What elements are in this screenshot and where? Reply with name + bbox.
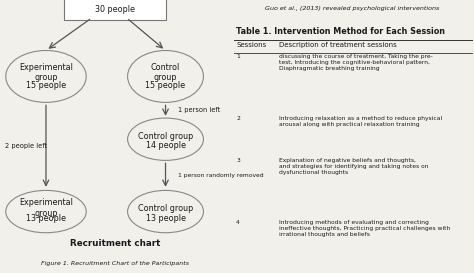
Text: Figure 1. Recruitment Chart of the Participants: Figure 1. Recruitment Chart of the Parti… — [41, 261, 189, 266]
Text: 1 person randomly removed: 1 person randomly removed — [178, 173, 264, 178]
Text: Experimental
group: Experimental group — [19, 198, 73, 218]
Text: Explanation of negative beliefs and thoughts,
and strategies for identifying and: Explanation of negative beliefs and thou… — [279, 158, 428, 175]
Text: Introducing methods of evaluating and correcting
ineffective thoughts, Practicin: Introducing methods of evaluating and co… — [279, 220, 450, 237]
Text: Introducing relaxation as a method to reduce physical
arousal along with practic: Introducing relaxation as a method to re… — [279, 116, 442, 127]
Text: 14 people: 14 people — [146, 141, 185, 150]
Text: Description of treatment sessions: Description of treatment sessions — [279, 42, 396, 48]
Text: 13 people: 13 people — [146, 215, 185, 223]
Ellipse shape — [128, 51, 203, 102]
Text: 15 people: 15 people — [146, 82, 186, 90]
Text: 13 people: 13 people — [26, 215, 66, 223]
Text: Table 1. Intervention Method for Each Session: Table 1. Intervention Method for Each Se… — [236, 27, 445, 36]
Ellipse shape — [128, 118, 203, 160]
Text: discussing the course of treatment, Taking the pre-
test, Introducing the cognit: discussing the course of treatment, Taki… — [279, 54, 432, 70]
Text: 2 people left: 2 people left — [5, 143, 47, 149]
Ellipse shape — [6, 51, 86, 102]
Text: 1 person left: 1 person left — [178, 107, 220, 113]
Text: Control group: Control group — [138, 204, 193, 212]
Text: Control
group: Control group — [151, 63, 180, 82]
Text: Experimental
group: Experimental group — [19, 63, 73, 82]
Text: 1: 1 — [236, 54, 240, 58]
Ellipse shape — [6, 191, 86, 233]
Text: Sessions: Sessions — [236, 42, 266, 48]
Text: 2: 2 — [236, 116, 240, 121]
Text: 30 people: 30 people — [95, 5, 135, 14]
FancyBboxPatch shape — [64, 0, 165, 20]
Text: 4: 4 — [236, 220, 240, 225]
Text: Control group: Control group — [138, 132, 193, 141]
Text: Recruitment chart: Recruitment chart — [70, 239, 160, 248]
Text: Guo et al., (2013) revealed psychological interventions: Guo et al., (2013) revealed psychologica… — [265, 6, 440, 11]
Text: 3: 3 — [236, 158, 240, 163]
Text: 15 people: 15 people — [26, 82, 66, 90]
Ellipse shape — [128, 191, 203, 233]
